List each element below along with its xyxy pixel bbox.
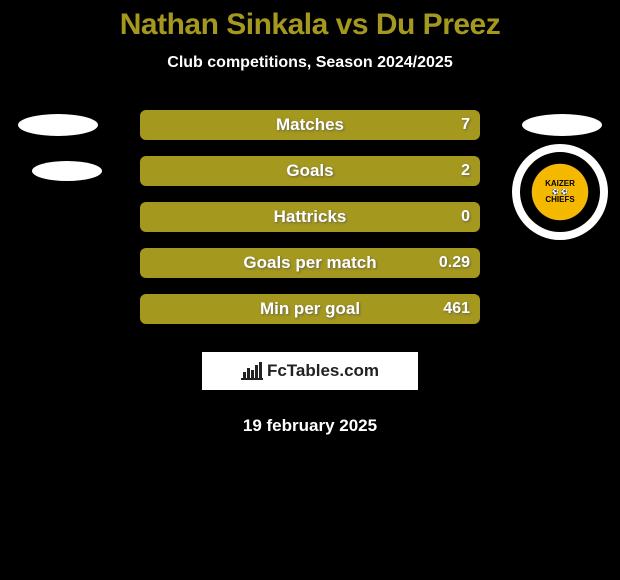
stat-bar: Goals 2	[140, 156, 480, 186]
stat-bar: Min per goal 461	[140, 294, 480, 324]
stat-bar: Hattricks 0	[140, 202, 480, 232]
left-player-marker	[32, 161, 102, 181]
stat-row: Goals per match 0.29	[0, 248, 620, 278]
stat-label: Matches	[276, 115, 344, 135]
attribution-box: FcTables.com	[202, 352, 418, 390]
stat-label: Min per goal	[260, 299, 360, 319]
stat-value-right: 2	[461, 162, 470, 180]
subtitle: Club competitions, Season 2024/2025	[0, 54, 620, 72]
stat-row: Hattricks 0	[0, 202, 620, 232]
right-player-marker	[522, 114, 602, 136]
date-text: 19 february 2025	[0, 416, 620, 436]
stat-row: Matches 7	[0, 110, 620, 140]
stat-value-right: 0	[461, 208, 470, 226]
stat-label: Goals per match	[243, 253, 376, 273]
stat-value-right: 7	[461, 116, 470, 134]
stat-label: Hattricks	[274, 207, 347, 227]
stat-label: Goals	[286, 161, 333, 181]
stat-bar: Goals per match 0.29	[140, 248, 480, 278]
stat-row: Goals 2 KAIZER ⚽ ⚽ CHIEFS	[0, 156, 620, 186]
club-badge-text: KAIZER ⚽ ⚽ CHIEFS	[545, 180, 575, 204]
stat-row: Min per goal 461	[0, 294, 620, 324]
stat-value-right: 0.29	[439, 254, 470, 272]
club-badge-top: KAIZER	[545, 179, 575, 188]
page-title: Nathan Sinkala vs Du Preez	[0, 8, 620, 42]
attribution-text: FcTables.com	[267, 361, 379, 381]
comparison-infographic: Nathan Sinkala vs Du Preez Club competit…	[0, 0, 620, 436]
stat-value-right: 461	[443, 300, 470, 318]
left-player-marker	[18, 114, 98, 136]
stat-bar: Matches 7	[140, 110, 480, 140]
bar-chart-icon	[241, 362, 263, 380]
